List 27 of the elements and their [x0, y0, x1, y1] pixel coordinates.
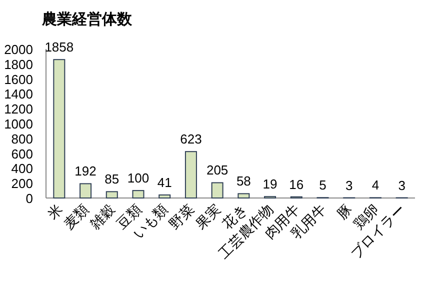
y-tick-label: 1200 — [4, 102, 33, 117]
data-label: 623 — [180, 132, 202, 147]
data-label: 4 — [372, 178, 380, 193]
y-tick-label: 600 — [11, 146, 33, 162]
y-tick-label: 1800 — [4, 56, 33, 72]
y-tick-label: 400 — [11, 161, 33, 176]
y-tick-label: 2000 — [4, 42, 33, 57]
data-label: 85 — [104, 172, 120, 187]
data-label: 58 — [236, 174, 251, 189]
data-label: 192 — [74, 164, 96, 179]
data-label: 16 — [289, 176, 304, 192]
y-tick-label: 800 — [11, 131, 33, 146]
data-label: 41 — [157, 174, 172, 190]
y-tick-label: 200 — [11, 176, 33, 192]
x-tick-label: 米 — [44, 200, 66, 222]
data-label: 100 — [127, 170, 150, 186]
data-label: 5 — [319, 178, 326, 193]
data-label: 19 — [262, 176, 278, 192]
y-tick-label: 1600 — [4, 72, 33, 87]
y-tick-label: 1400 — [4, 86, 33, 102]
data-label: 205 — [206, 162, 228, 178]
data-label: 1858 — [44, 40, 74, 55]
data-label: 3 — [398, 178, 406, 193]
data-label: 3 — [345, 178, 353, 193]
y-tick-label: 1000 — [4, 116, 33, 132]
y-tick-label: 0 — [26, 191, 33, 206]
title: 農業経営体数 — [42, 11, 132, 28]
